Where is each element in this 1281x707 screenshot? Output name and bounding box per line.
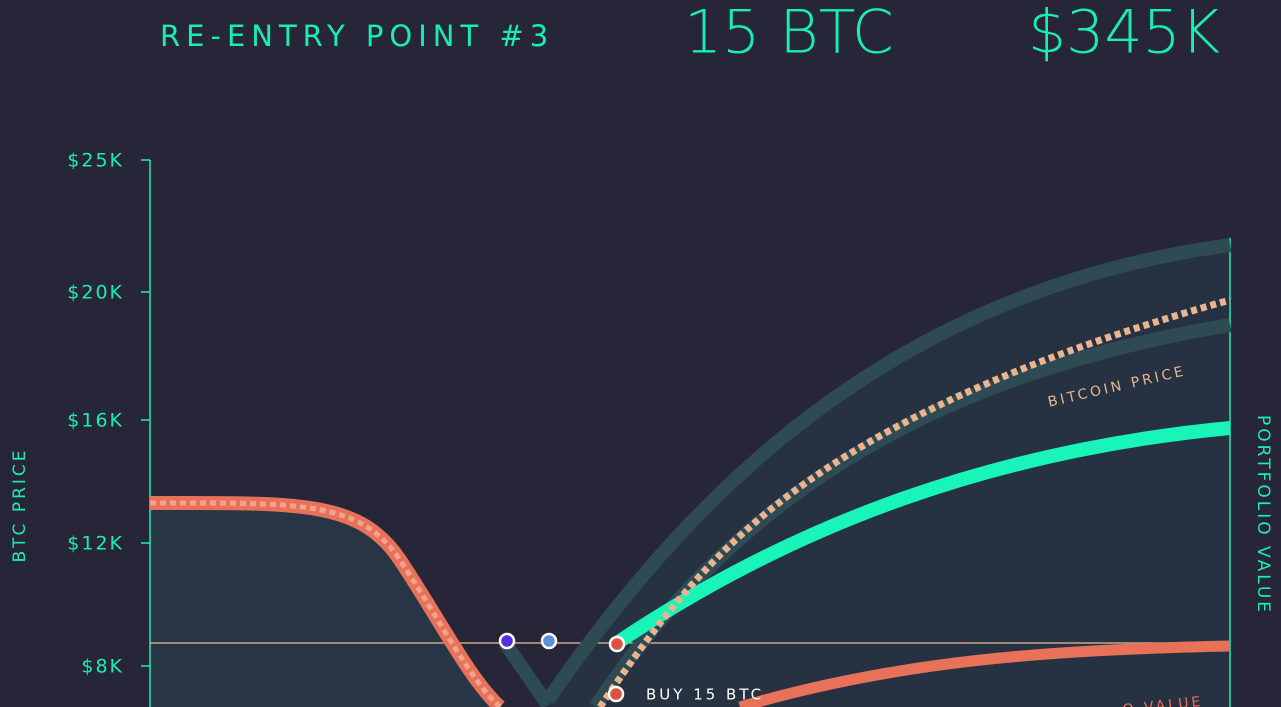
point	[608, 635, 626, 653]
point	[607, 685, 625, 703]
portfolio-line	[613, 421, 1231, 649]
right-axis-label: PORTFOLIO VALUE	[1253, 415, 1273, 615]
tick-label: $12K	[67, 533, 124, 555]
tick-label: $25K	[67, 150, 124, 172]
tick-label: $8K	[81, 656, 124, 678]
upper-band	[499, 238, 1231, 707]
title: RE-ENTRY POINT #3	[160, 19, 554, 53]
btc-amount: 15 BTC	[684, 0, 894, 68]
area	[150, 502, 500, 707]
usd-value: $345K	[1028, 0, 1220, 68]
point	[540, 632, 558, 650]
tick-label: $16K	[67, 410, 124, 432]
portfolio-value-line	[738, 640, 1231, 707]
buy-label: BUY 15 BTC	[646, 686, 764, 704]
ticks: $25K $20K $16K $12K $8K	[67, 150, 150, 678]
point	[498, 632, 516, 650]
tick-label: $20K	[67, 282, 124, 304]
left-axis-label: BTC PRICE	[10, 447, 30, 562]
prior-value-dots	[149, 500, 502, 707]
